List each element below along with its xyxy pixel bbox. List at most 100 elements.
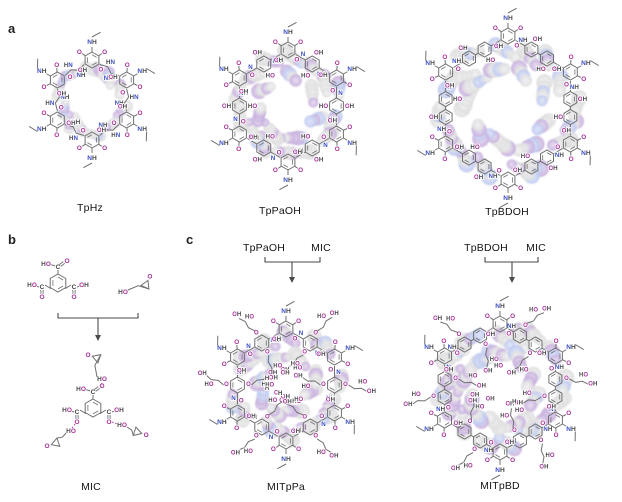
- svg-text:N: N: [549, 406, 554, 413]
- svg-text:OH: OH: [513, 166, 523, 173]
- svg-text:HN: HN: [130, 94, 139, 101]
- svg-text:HO: HO: [521, 153, 530, 160]
- svg-text:HO: HO: [545, 453, 554, 459]
- svg-text:O: O: [506, 330, 511, 337]
- svg-text:OH: OH: [318, 71, 328, 78]
- svg-text:O: O: [64, 258, 69, 265]
- svg-text:NH: NH: [503, 195, 513, 202]
- svg-text:HN: HN: [69, 135, 78, 142]
- svg-text:HO: HO: [529, 308, 538, 314]
- svg-text:C: C: [75, 409, 80, 416]
- svg-text:O: O: [54, 132, 59, 139]
- svg-text:O: O: [347, 124, 352, 131]
- svg-text:HO: HO: [302, 384, 311, 390]
- svg-text:O: O: [429, 359, 434, 366]
- svg-text:O: O: [236, 60, 241, 67]
- svg-text:O: O: [234, 425, 239, 432]
- svg-text:HO: HO: [204, 382, 213, 388]
- svg-text:HO: HO: [66, 428, 76, 435]
- svg-text:NH: NH: [281, 456, 291, 463]
- svg-text:OH: OH: [433, 316, 442, 322]
- svg-text:OH: OH: [253, 156, 263, 163]
- svg-text:OH: OH: [507, 370, 516, 376]
- svg-text:N: N: [321, 421, 326, 428]
- reaction1-modifier-label: MIC: [311, 242, 331, 254]
- svg-text:O: O: [147, 273, 152, 280]
- svg-text:OH: OH: [539, 465, 548, 471]
- svg-text:OH: OH: [329, 453, 338, 459]
- svg-text:OH: OH: [291, 427, 301, 434]
- svg-text:HO: HO: [62, 407, 72, 414]
- svg-text:O: O: [273, 38, 278, 45]
- svg-text:HO: HO: [453, 96, 462, 103]
- svg-text:O: O: [250, 72, 255, 79]
- svg-text:O: O: [569, 54, 574, 61]
- svg-text:OH: OH: [548, 164, 558, 171]
- svg-text:HO: HO: [97, 376, 107, 383]
- svg-text:O: O: [335, 146, 340, 153]
- svg-text:NH: NH: [555, 364, 564, 371]
- svg-text:NH: NH: [137, 68, 147, 75]
- svg-text:OH: OH: [314, 49, 324, 56]
- svg-text:OH: OH: [429, 114, 439, 121]
- svg-text:O: O: [241, 118, 246, 125]
- svg-text:OH: OH: [281, 395, 290, 401]
- svg-text:O: O: [447, 128, 452, 135]
- svg-text:NH: NH: [250, 135, 259, 142]
- svg-text:NH: NH: [293, 427, 302, 434]
- svg-text:NH: NH: [37, 68, 47, 75]
- svg-text:O: O: [68, 74, 73, 81]
- svg-text:HO: HO: [490, 357, 499, 363]
- svg-text:NH: NH: [87, 155, 97, 162]
- caption-mitppa: MITpPa: [267, 481, 305, 493]
- svg-text:O: O: [581, 75, 586, 82]
- svg-text:NH: NH: [425, 60, 435, 67]
- svg-text:O: O: [222, 403, 227, 410]
- svg-text:OH: OH: [367, 389, 376, 395]
- svg-text:HN: HN: [64, 62, 73, 69]
- svg-text:O: O: [442, 156, 447, 163]
- svg-text:O: O: [222, 360, 227, 367]
- svg-text:HO: HO: [293, 366, 302, 372]
- svg-text:O: O: [539, 438, 544, 444]
- svg-text:O: O: [138, 83, 143, 90]
- svg-text:O: O: [330, 87, 335, 94]
- svg-text:O: O: [510, 312, 515, 319]
- svg-text:N: N: [246, 343, 251, 350]
- svg-text:O: O: [497, 167, 502, 174]
- svg-text:NH: NH: [60, 94, 69, 101]
- svg-text:NH: NH: [424, 344, 434, 351]
- svg-text:HO: HO: [515, 408, 524, 414]
- svg-text:OH: OH: [272, 336, 282, 343]
- svg-text:HO: HO: [468, 374, 477, 380]
- svg-text:OH: OH: [268, 371, 277, 377]
- svg-text:O: O: [549, 365, 554, 372]
- svg-text:OH: OH: [269, 376, 278, 382]
- svg-text:O: O: [345, 403, 350, 410]
- svg-text:O: O: [112, 119, 117, 126]
- svg-text:NH: NH: [543, 426, 552, 433]
- svg-text:O: O: [472, 447, 477, 453]
- svg-text:N: N: [490, 330, 495, 337]
- svg-text:OH: OH: [108, 73, 118, 80]
- svg-text:O: O: [489, 439, 494, 446]
- svg-text:O: O: [493, 185, 498, 192]
- svg-text:HO: HO: [301, 133, 310, 140]
- svg-text:NH: NH: [328, 116, 337, 123]
- svg-text:O: O: [74, 419, 79, 426]
- svg-text:OH: OH: [328, 117, 338, 124]
- svg-text:N: N: [271, 155, 276, 162]
- svg-text:O: O: [271, 317, 276, 324]
- svg-text:N: N: [446, 364, 451, 371]
- svg-text:O: O: [313, 434, 318, 440]
- svg-text:O: O: [271, 446, 276, 453]
- reaction2-modifier-label: MIC: [526, 242, 546, 254]
- svg-text:N: N: [231, 395, 236, 402]
- svg-text:O: O: [457, 332, 462, 338]
- svg-text:HO: HO: [470, 144, 479, 151]
- svg-text:H: H: [512, 400, 516, 406]
- svg-text:O: O: [564, 81, 569, 88]
